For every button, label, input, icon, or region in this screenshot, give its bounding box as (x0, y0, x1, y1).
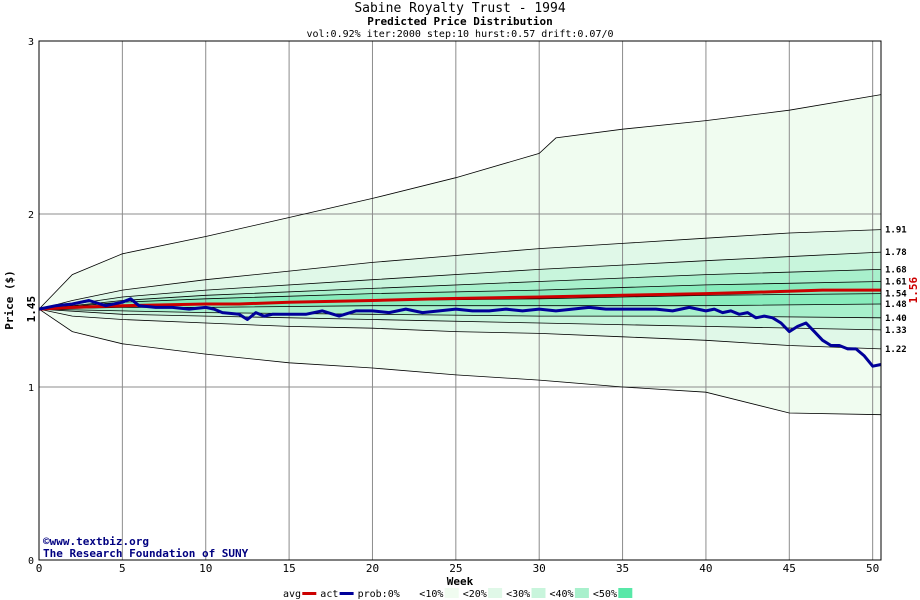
quantile-line (38, 303, 882, 310)
probability-band (39, 309, 881, 330)
quantile-line (38, 308, 882, 319)
quantile-line (38, 308, 882, 331)
x-tick-label: 30 (533, 562, 546, 575)
plot-frame (38, 40, 882, 561)
y-tick-label: 1 (28, 383, 34, 394)
quantile-line (38, 308, 882, 416)
legend-color-swatch (531, 588, 546, 598)
quantile-line (38, 269, 882, 310)
series-lines (38, 288, 882, 368)
chart-subtitle: Predicted Price Distribution (367, 15, 552, 28)
start-price-label: 1.45 (25, 296, 38, 323)
x-tick-label: 45 (783, 562, 796, 575)
quantile-line (38, 308, 882, 350)
probability-band (39, 229, 881, 310)
legend-line-swatch (339, 592, 354, 595)
probability-band (39, 293, 881, 310)
tick-labels: 0 5 10 15 20 25 30 35 40 45 50 0 1 2 3 (28, 37, 879, 575)
quantile-line (38, 229, 882, 310)
right-quantile-label: 1.54 (885, 290, 907, 300)
right-quantile-label: 1.78 (885, 248, 907, 258)
legend-color-swatch (574, 588, 589, 598)
legend-label: <10% (419, 589, 443, 600)
y-axis-label: Price ($) (3, 270, 16, 330)
x-tick-label: 50 (866, 562, 879, 575)
probability-bands (39, 94, 881, 415)
credit-website: ©www.textbiz.org (43, 535, 149, 548)
right-quantile-label: 1.68 (885, 265, 907, 275)
series-line-avg (38, 288, 881, 311)
x-tick-label: 35 (616, 562, 629, 575)
chart-title: Sabine Royalty Trust - 1994 (354, 1, 565, 16)
right-quantile-label: 1.22 (885, 345, 907, 355)
legend-color-swatch (618, 588, 633, 598)
x-tick-label: 15 (282, 562, 295, 575)
probability-band (39, 94, 881, 310)
legend-label: <40% (550, 589, 574, 600)
legend-label: <30% (506, 589, 530, 600)
legend-color-swatch (488, 588, 503, 598)
x-tick-label: 5 (119, 562, 126, 575)
probability-band (39, 252, 881, 310)
x-tick-label: 10 (199, 562, 212, 575)
quantile-line (38, 251, 882, 310)
x-tick-label: 0 (36, 562, 43, 575)
right-quantile-label: 1.91 (885, 226, 907, 236)
legend-line-swatch (302, 592, 317, 595)
legend-label: <50% (593, 589, 617, 600)
series-line-act (38, 297, 882, 368)
credit-organization: The Research Foundation of SUNY (43, 547, 249, 560)
legend: avg act prob:0% <10% <20% <30% <40% <50% (283, 588, 633, 600)
right-quantile-labels: 1.91 1.78 1.68 1.61 1.541.48 1.40 1.33 1.22 (885, 226, 907, 355)
x-tick-label: 25 (449, 562, 462, 575)
legend-color-swatch (444, 588, 459, 598)
quantile-line (38, 94, 882, 310)
right-quantile-label: 1.33 (885, 326, 907, 336)
probability-band (39, 309, 881, 415)
right-quantile-label: 1.61 (885, 277, 907, 287)
legend-label: prob:0% (358, 589, 400, 600)
x-tick-label: 40 (699, 562, 712, 575)
y-tick-label: 0 (28, 556, 34, 567)
end-price-label: 1.56 (907, 277, 920, 304)
right-quantile-label: 1.40 (885, 314, 907, 324)
right-quantile-label: 1.48 (885, 300, 907, 310)
chart-params: vol:0.92% iter:2000 step:10 hurst:0.57 d… (306, 29, 613, 40)
legend-label: avg (283, 589, 301, 600)
legend-label: <20% (463, 589, 487, 600)
legend-label: act (320, 589, 338, 600)
x-tick-label: 20 (366, 562, 379, 575)
legend-color-swatch (401, 588, 416, 598)
y-tick-label: 3 (28, 37, 34, 48)
probability-band (39, 269, 881, 310)
y-tick-label: 2 (28, 210, 34, 221)
x-axis-label: Week (447, 575, 474, 588)
